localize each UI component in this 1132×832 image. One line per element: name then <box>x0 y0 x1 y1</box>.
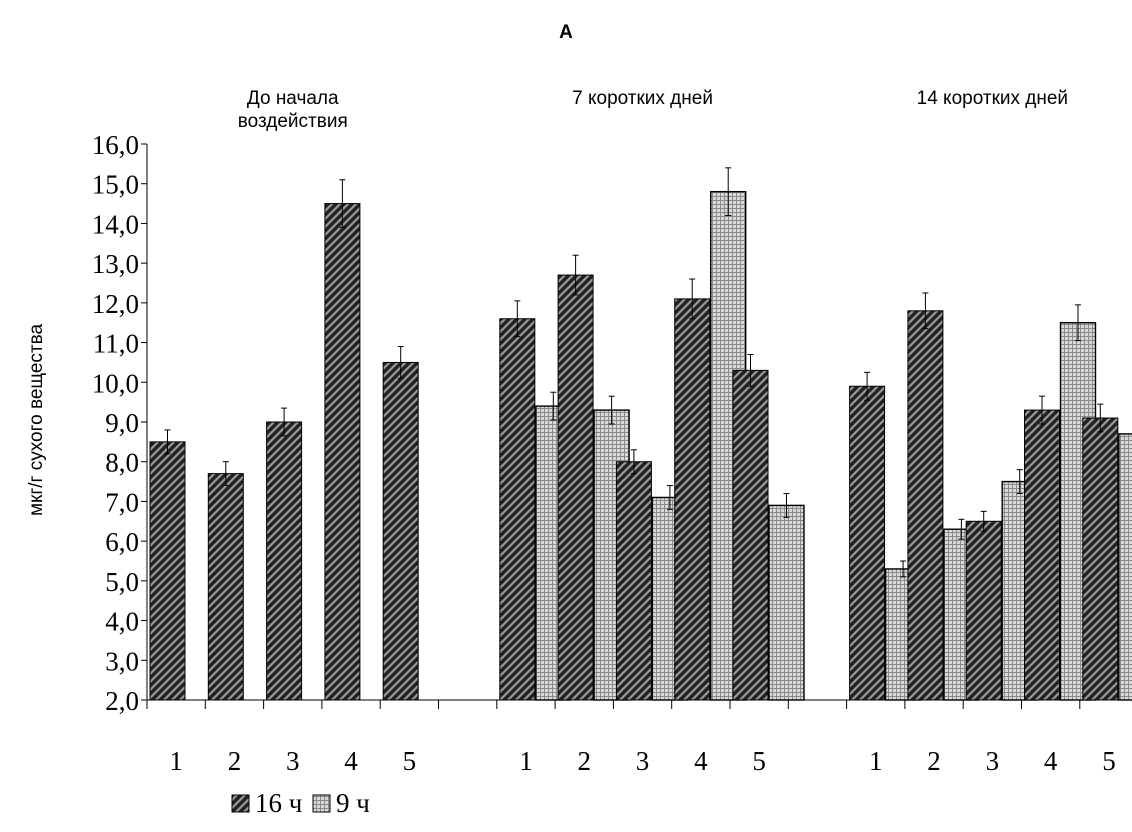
bar-16h <box>674 298 711 701</box>
group-label: воздействия <box>238 111 348 132</box>
error-bars <box>164 167 1104 578</box>
x-tick-label: 4 <box>344 746 358 776</box>
bar-16h <box>965 520 1002 701</box>
bars <box>149 190 1132 701</box>
y-tick-label: 12,0 <box>92 289 139 319</box>
x-tick-label: 2 <box>578 746 592 776</box>
bar-16h <box>207 473 244 701</box>
x-tick-label: 4 <box>1044 746 1058 776</box>
bar-16h <box>266 421 303 701</box>
y-tick-label: 15,0 <box>92 170 139 200</box>
y-axis: 2,0 3,0 4,0 5,0 6,0 7,0 8,0 9,0 10,0 11,0 12,0 13,0… <box>92 130 148 716</box>
bar-16h <box>732 369 769 701</box>
bar-16h <box>324 203 361 701</box>
bar-16h <box>849 385 886 701</box>
y-tick-label: 11,0 <box>93 329 139 359</box>
bar-16h <box>149 441 186 701</box>
bar-9h <box>768 504 805 701</box>
y-tick-label: 6,0 <box>105 527 139 557</box>
legend-swatch-16h <box>231 794 250 813</box>
bar-16h <box>615 461 652 701</box>
x-tick-label: 3 <box>636 746 650 776</box>
x-tick-label: 3 <box>286 746 300 776</box>
y-tick-label: 5,0 <box>105 567 139 597</box>
x-axis: 1 2 3 4 5 1 2 3 4 5 1 2 3 4 5 <box>146 699 1132 776</box>
bar-16h <box>1082 417 1119 701</box>
legend-label-9h: 9 ч <box>336 788 370 818</box>
y-tick-label: 13,0 <box>92 249 139 279</box>
bar-16h <box>499 318 536 701</box>
bar-16h <box>382 361 419 701</box>
x-tick-label: 3 <box>986 746 1000 776</box>
legend-label-16h: 16 ч <box>255 788 302 818</box>
legend-swatch-9h <box>312 794 331 813</box>
x-tick-label: 2 <box>228 746 242 776</box>
y-tick-label: 2,0 <box>105 686 139 716</box>
y-tick-label: 8,0 <box>105 448 139 478</box>
bar-16h <box>907 310 944 701</box>
group-label: До начала <box>247 88 339 109</box>
bar-16h <box>1024 409 1060 701</box>
y-tick-label: 10,0 <box>92 368 139 398</box>
x-tick-label: 5 <box>1102 746 1116 776</box>
chart-title: А <box>559 22 573 43</box>
x-tick-label: 1 <box>519 746 533 776</box>
x-tick-label: 4 <box>694 746 708 776</box>
x-tick-label: 2 <box>927 746 941 776</box>
group-label: 7 коротких дней <box>572 88 713 109</box>
bar-9h <box>1118 433 1132 701</box>
y-tick-label: 16,0 <box>92 130 139 160</box>
x-tick-label: 1 <box>169 746 183 776</box>
y-tick-label: 9,0 <box>105 408 139 438</box>
legend: 16 ч 9 ч <box>231 788 370 818</box>
x-tick-label: 5 <box>403 746 417 776</box>
y-tick-label: 14,0 <box>92 209 139 239</box>
x-tick-label: 1 <box>869 746 883 776</box>
y-axis-label: мкг/г сухого вещества <box>26 324 47 517</box>
bar-16h <box>557 274 594 701</box>
y-tick-label: 3,0 <box>105 646 139 676</box>
x-tick-label: 5 <box>752 746 766 776</box>
y-tick-label: 4,0 <box>105 607 139 637</box>
group-label: 14 коротких дней <box>917 88 1068 109</box>
y-tick-label: 7,0 <box>105 487 139 517</box>
